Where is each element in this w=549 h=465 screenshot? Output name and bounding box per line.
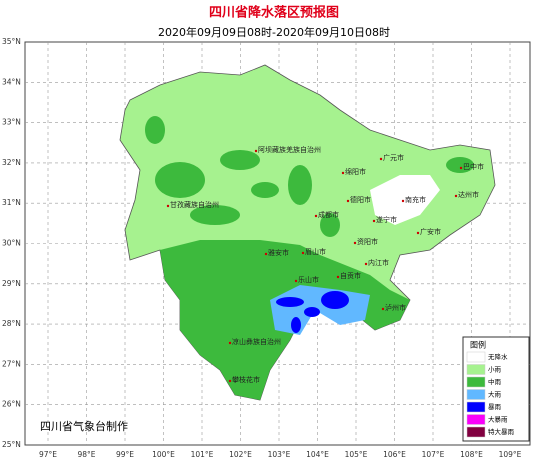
subtitle: 2020年09月09日08时-2020年09月10日08时 [158,25,390,39]
legend-label: 大雨 [488,390,502,399]
legend-swatch [466,401,486,413]
place-label: 巴中市 [463,162,484,171]
legend-label: 中雨 [488,377,502,386]
place-dot [314,214,318,218]
footer: 四川省气象台制作 [40,419,128,433]
legend-label: 暴雨 [488,403,502,411]
place-label: 眉山市 [305,247,326,256]
place-dot [364,262,368,266]
place-dot [401,199,405,203]
lat-label: 27°N [2,359,21,368]
lon-label: 104°E [306,450,329,459]
place-label: 泸州市 [385,303,406,312]
lon-label: 107°E [422,450,445,459]
legend-label: 小雨 [488,365,502,374]
lon-label: 105°E [345,450,368,459]
place-dot [294,279,298,283]
legend-swatch [466,389,486,400]
lat-label: 31°N [2,198,21,207]
place-dot [416,231,420,235]
legend-label: 特大暴雨 [488,427,515,436]
legend-title: 图例 [470,340,486,350]
legend-swatch [466,426,486,438]
lon-label: 99°E [116,450,134,459]
legend-swatch [466,414,486,425]
place-dot [372,219,376,223]
legend-swatch [466,376,486,388]
place-dot [228,341,232,345]
lon-label: 98°E [77,450,95,459]
place-dot [346,199,350,203]
lon-label: 102°E [229,450,252,459]
place-label: 德阳市 [350,195,371,204]
place-label: 乐山市 [298,275,319,284]
moderate-rain-patches [145,116,474,237]
place-label: 凉山彝族自治州 [232,337,281,346]
place-label: 达州市 [458,190,479,199]
lat-label: 28°N [2,319,21,328]
lat-label: 25°N [2,440,21,449]
rainstorm-area [276,291,349,333]
place-label: 阿坝藏族羌族自治州 [258,145,321,154]
place-label: 成都市 [318,210,339,219]
lat-label: 35°N [2,37,21,46]
place-dot [336,275,340,279]
legend-swatch [466,364,486,375]
place-dot [381,307,385,311]
place-dot [353,241,357,245]
place-label: 甘孜藏族自治州 [170,200,219,209]
place-label: 遂宁市 [376,215,397,224]
place-dot [228,379,232,383]
place-dot [264,252,268,256]
place-label: 南充市 [405,195,426,204]
place-label: 攀枝花市 [232,375,260,384]
lat-label: 29°N [2,279,21,288]
place-label: 雅安市 [268,248,289,257]
lon-label: 100°E [152,450,175,459]
place-dot [379,157,383,161]
place-label: 广安市 [420,227,441,236]
place-label: 内江市 [368,258,389,267]
place-dot [301,251,305,255]
lat-label: 34°N [2,77,21,86]
no-rain-area [370,175,440,225]
lat-label: 33°N [2,118,21,127]
place-dot [341,171,345,175]
lon-label: 109°E [499,450,522,459]
place-dot [254,149,258,153]
lat-label: 26°N [2,400,21,409]
province [119,64,496,401]
place-dot [454,194,458,198]
place-dot [459,166,463,170]
legend-swatch [466,351,486,363]
legend-label: 无降水 [488,352,508,361]
lon-label: 97°E [39,450,57,459]
place-dot [166,204,170,208]
title: 四川省降水落区预报图 [209,5,339,21]
lon-label: 101°E [191,450,214,459]
lat-label: 32°N [2,158,21,167]
place-label: 自贡市 [340,271,361,280]
lon-label: 108°E [460,450,483,459]
legend-label: 大暴雨 [488,415,508,424]
place-label: 绵阳市 [345,167,366,176]
lon-label: 106°E [383,450,406,459]
lon-label: 103°E [268,450,291,459]
place-label: 广元市 [383,153,404,162]
lat-label: 30°N [2,239,21,248]
place-label: 资阳市 [357,237,378,246]
